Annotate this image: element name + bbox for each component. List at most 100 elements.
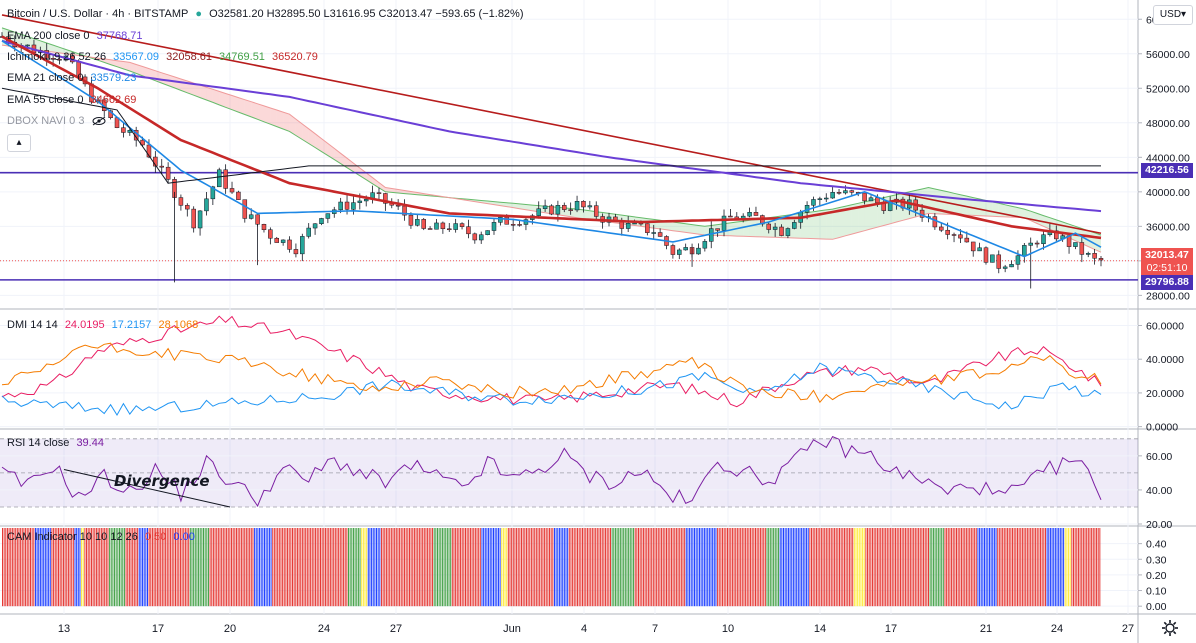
- cam-bar: [575, 528, 577, 607]
- cam-bar: [440, 528, 442, 607]
- cam-bar: [418, 528, 420, 607]
- candle-body: [939, 226, 944, 231]
- ichimoku-cloud-segment: [826, 209, 833, 240]
- cam-bar: [1010, 528, 1012, 607]
- cam-legend[interactable]: CAM Indicator 10 10 12 26 0.50 0.00: [7, 531, 199, 543]
- cam-bar: [207, 528, 209, 607]
- cam-bar: [990, 528, 992, 607]
- cam-bar: [183, 528, 185, 607]
- rsi-label: RSI 14 close: [7, 437, 70, 449]
- cam-bar: [1025, 528, 1027, 607]
- rsi-legend[interactable]: RSI 14 close 39.44: [7, 437, 108, 449]
- bar-countdown-tag: 02:51:10: [1141, 261, 1193, 276]
- ichimoku-label: Ichimoku 9 26 52 26: [7, 51, 107, 63]
- cam-bar: [590, 528, 592, 607]
- cam-bar: [432, 528, 434, 607]
- cam-bar: [773, 528, 775, 607]
- cam-bar: [987, 528, 989, 607]
- ema200-legend[interactable]: EMA 200 close 0 37768.71: [7, 30, 147, 42]
- collapse-legend-button[interactable]: ▴: [7, 134, 31, 152]
- cam-bar: [562, 528, 564, 607]
- cam-bar: [1007, 528, 1009, 607]
- candle-body: [453, 223, 458, 230]
- cam-bar: [694, 528, 696, 607]
- cam-bar: [489, 528, 491, 607]
- cam-bar: [193, 528, 195, 607]
- cam-bar: [717, 528, 719, 607]
- symbol-title[interactable]: Bitcoin / U.S. Dollar · 4h · BITSTAMP: [7, 8, 189, 20]
- cam-bar: [927, 528, 929, 607]
- cam-bar: [669, 528, 671, 607]
- ichimoku-cloud-segment: [966, 196, 974, 216]
- dmi-legend[interactable]: DMI 14 14 24.0195 17.2157 28.1068: [7, 319, 202, 331]
- cam-bar: [713, 528, 715, 607]
- dmi-series-line: [1, 342, 1102, 404]
- candle-body: [677, 249, 682, 255]
- candle-body: [357, 200, 363, 203]
- candle-body: [536, 208, 541, 216]
- cam-bar: [33, 528, 35, 607]
- cam-bar: [173, 528, 175, 607]
- cam-bar: [11, 528, 13, 607]
- ema55-legend[interactable]: EMA 55 close 0 34662.69: [7, 94, 140, 106]
- cam-bar: [514, 528, 516, 607]
- cam-bar: [578, 528, 580, 607]
- cam-bar: [163, 528, 165, 607]
- eye-hidden-icon[interactable]: [92, 115, 106, 127]
- ichimoku-v3: 34769.51: [219, 51, 265, 63]
- dmi-v1: 24.0195: [64, 319, 105, 331]
- cam-bar: [753, 528, 755, 607]
- dbox-legend[interactable]: DBOX NAVI 0 3: [7, 115, 110, 127]
- currency-selector[interactable]: USD▾: [1153, 5, 1193, 25]
- cam-bar: [231, 528, 233, 607]
- cam-bar: [1082, 528, 1084, 607]
- cam-bar: [539, 528, 541, 607]
- cam-bar: [364, 528, 366, 607]
- cam-bar: [110, 528, 112, 607]
- cam-bar: [969, 528, 971, 607]
- cam-bar: [746, 528, 748, 607]
- cam-bar: [95, 528, 97, 607]
- price-axis-label: 20.0000: [1146, 388, 1184, 400]
- ema21-legend[interactable]: EMA 21 close 0 33579.23: [7, 72, 140, 84]
- cam-bar: [425, 528, 427, 607]
- cam-bar: [395, 528, 397, 607]
- cam-bar: [735, 528, 737, 607]
- cam-bar: [216, 528, 218, 607]
- cam-bar: [433, 528, 435, 607]
- ichimoku-legend[interactable]: Ichimoku 9 26 52 26 33567.09 32058.61 34…: [7, 51, 322, 63]
- cam-bar: [476, 528, 478, 607]
- candle-body: [223, 169, 228, 189]
- cam-bar: [517, 528, 519, 607]
- cam-bar: [420, 528, 422, 607]
- cam-bar: [745, 528, 747, 607]
- cam-bar: [352, 528, 354, 607]
- gear-icon[interactable]: [1160, 618, 1180, 638]
- candle-body: [140, 139, 145, 146]
- cam-bar: [525, 528, 527, 607]
- candle-body: [862, 192, 867, 202]
- ichimoku-cloud-segment: [200, 85, 207, 101]
- ichimoku-cloud-segment: [359, 167, 367, 180]
- cam-bar: [1016, 528, 1018, 607]
- cam-bar: [988, 528, 990, 607]
- cam-bar: [455, 528, 457, 607]
- cam-bar: [127, 528, 129, 607]
- ema55-value: 34662.69: [90, 94, 137, 106]
- cam-bar: [262, 528, 264, 607]
- cam-bar: [1084, 528, 1086, 607]
- cam-bar: [275, 528, 277, 607]
- cam-bar: [924, 528, 926, 607]
- cam-bar: [445, 528, 447, 607]
- candle-body: [625, 223, 631, 229]
- cam-bar: [608, 528, 610, 607]
- candle-body: [1015, 255, 1021, 265]
- cam-bar: [359, 528, 361, 607]
- cam-bar: [992, 528, 994, 607]
- cam-bar: [598, 528, 600, 607]
- cam-bar: [684, 528, 686, 607]
- cam-bar: [555, 528, 557, 607]
- cam-bar: [549, 528, 551, 607]
- ema200-line: [1, 39, 1102, 213]
